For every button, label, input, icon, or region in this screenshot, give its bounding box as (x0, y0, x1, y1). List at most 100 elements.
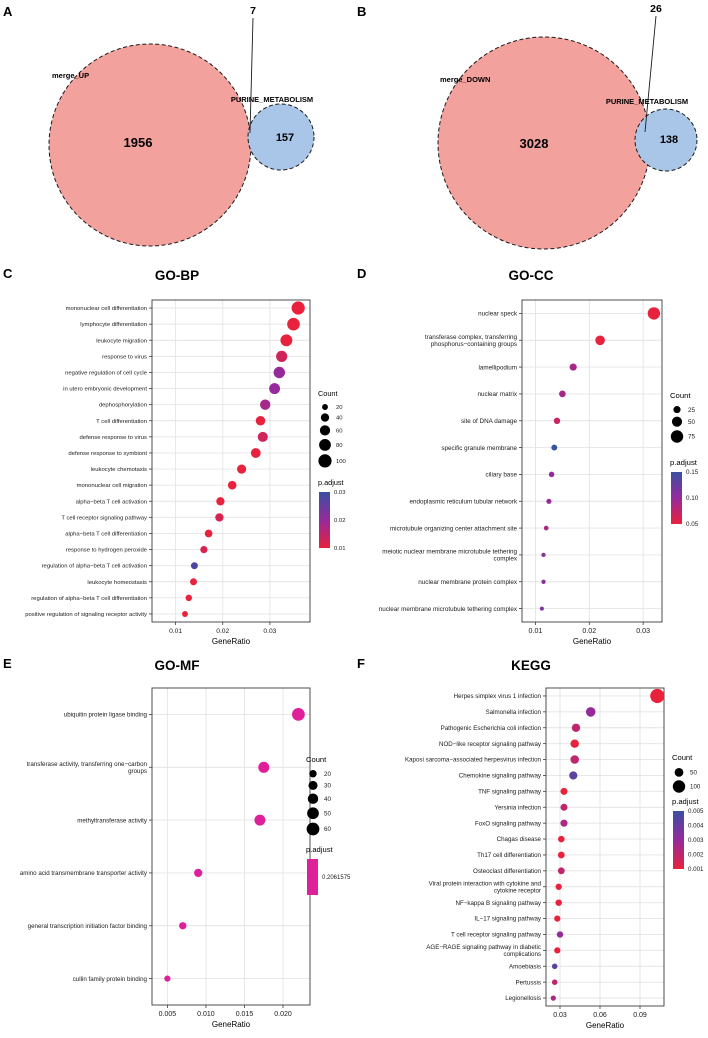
y-axis-label: IL−17 signaling pathway (474, 916, 541, 923)
y-axis-label: Viral protein interaction with cytokine … (429, 881, 542, 895)
y-axis-label: T cell receptor signaling pathway (451, 932, 542, 939)
y-axis-label: Salmonella infection (486, 709, 542, 716)
data-dot (269, 383, 281, 395)
panel-e-go-mf-dotplot: GO-MF ubiquitin protein ligase binding tr… (0, 652, 354, 1038)
y-axis-label: nuclear membrane microtubule tethering c… (379, 606, 518, 613)
venn-down-overlap-count: 26 (650, 3, 662, 15)
legend-padjust-title: p.adjust (672, 797, 699, 806)
data-dot (559, 390, 566, 398)
data-dot (555, 899, 562, 906)
data-dot (190, 578, 197, 586)
legend-count-circle (319, 439, 331, 451)
y-axis-label: defense response to symbiont (68, 451, 147, 457)
go-cc-dotplot-svg: nuclear speck transferase complex, transf… (379, 299, 699, 646)
data-dot (550, 995, 556, 1001)
legend-count-label: 40 (324, 796, 331, 803)
data-dot (179, 922, 187, 930)
y-axis-label: Yersinia infection (494, 804, 541, 811)
data-dot (560, 819, 568, 827)
y-axis-label: defense response to virus (80, 435, 148, 441)
x-tick-label: 0.03 (553, 1012, 567, 1019)
legend-padjust-gradient-bar (319, 492, 330, 548)
legend-padjust-label: 0.05 (686, 521, 699, 528)
panel-b-venn-down: 26 merge_DOWN PURINE_METABOLISM 3028 138… (354, 0, 708, 262)
y-axis-label: in utero embryonic development (63, 387, 147, 393)
y-axis-label: microtubule organizing center attachment… (390, 525, 518, 532)
data-dot (185, 594, 193, 602)
data-dot (557, 867, 565, 875)
data-dot (539, 606, 544, 611)
legend-count-label: 20 (324, 771, 331, 778)
legend-count-circle (318, 454, 332, 468)
legend-count-label: 40 (336, 416, 343, 422)
legend-padjust-block (307, 859, 318, 895)
data-dot (569, 771, 578, 780)
kegg-dotplot-svg: Herpes simplex virus 1 infection Salmonel… (405, 687, 704, 1030)
venn-up-right-circle (247, 103, 315, 171)
y-axis-label: lamellipodium (479, 364, 518, 371)
data-dot (200, 545, 208, 554)
legend-padjust-label: 0.10 (686, 495, 699, 502)
venn-down-overlap-leader-line (644, 15, 657, 133)
data-dot (546, 498, 552, 504)
data-dot (280, 334, 293, 347)
y-axis-label: response to hydrogen peroxide (66, 548, 148, 554)
data-dot (190, 562, 198, 570)
y-axis-label: negative regulation of cell cycle (65, 371, 148, 377)
y-axis-label: NOD−like receptor signaling pathway (439, 741, 542, 748)
legend-count-label: 20 (336, 405, 343, 411)
x-axis-title: GeneRatio (573, 637, 612, 646)
legend-padjust-label: 0.004 (688, 823, 704, 830)
data-dot (554, 947, 561, 954)
legend-padjust-label: 0.03 (334, 490, 346, 496)
legend-count-label: 75 (688, 434, 696, 441)
y-axis-label: T cell differentiation (96, 419, 147, 425)
panel-letter-f: F (357, 656, 365, 671)
y-axis-label: alpha−beta T cell activation (76, 499, 147, 505)
y-axis-label: Pertussis (516, 979, 541, 986)
x-tick-label: 0.09 (633, 1012, 647, 1019)
y-axis-label: dephosphorylation (99, 403, 147, 409)
data-dot (560, 803, 568, 811)
data-dot (291, 301, 305, 315)
legend-count-circle (322, 404, 328, 410)
plot-area (546, 688, 664, 1006)
data-dot (216, 497, 225, 506)
data-dot (558, 835, 565, 843)
data-dot (555, 883, 562, 890)
data-dot (260, 399, 271, 410)
data-dot (595, 335, 605, 346)
data-dot (543, 525, 549, 531)
data-dot (571, 723, 581, 733)
y-axis-label: ubiquitin protein ligase binding (64, 712, 148, 719)
legend-count-label: 50 (690, 770, 697, 777)
venn-down-right-count: 138 (660, 134, 678, 146)
legend-count-label: 60 (336, 428, 343, 434)
chart-title-kegg: KEGG (511, 658, 551, 673)
y-axis-label: transferase complex, transferring phospho… (425, 334, 518, 348)
legend-count-title: Count (306, 755, 327, 764)
data-dot (273, 366, 286, 379)
y-axis-label: general transcription initiation factor … (28, 923, 148, 930)
legend-count-label: 50 (688, 419, 696, 426)
legend-padjust-label: 0.001 (688, 866, 704, 873)
legend-count-circle (309, 770, 317, 778)
panel-letter-a: A (3, 4, 13, 19)
y-axis-label: TNF signaling pathway (478, 789, 542, 796)
data-dot (257, 431, 268, 442)
data-dot (570, 739, 579, 748)
x-tick-label: 0.03 (263, 628, 276, 635)
data-dot (560, 787, 568, 795)
legend-count-circle (307, 807, 319, 820)
legend-count-label: 80 (336, 443, 343, 449)
panel-f-kegg-dotplot: KEGG Herpes simplex virus 1 infection Sal… (354, 652, 708, 1038)
legend-count-title: Count (670, 391, 691, 400)
data-dot (551, 963, 558, 970)
venn-up-left-set-label: merge_UP (52, 71, 89, 80)
data-dot (570, 755, 579, 764)
plot-border (545, 687, 665, 1007)
y-axis-label: FoxO signaling pathway (475, 820, 542, 827)
legend-padjust-gradient-bar (673, 811, 684, 869)
y-axis-label: endoplasmic reticulum tubular network (410, 499, 518, 506)
